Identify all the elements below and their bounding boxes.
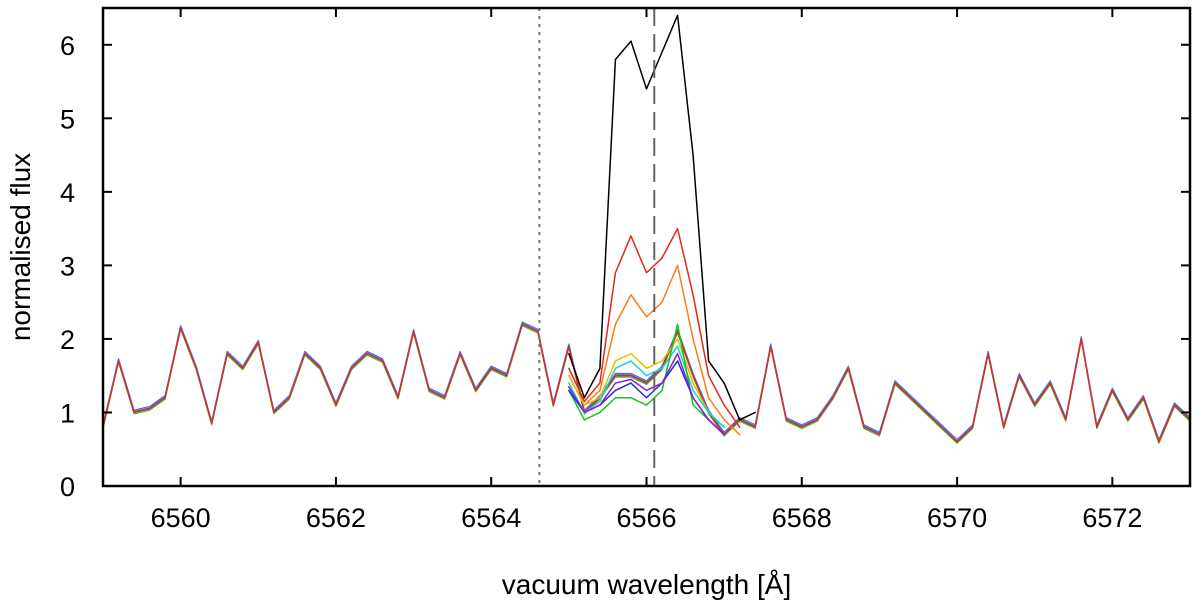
x-tick-label: 6572 bbox=[1082, 503, 1142, 533]
background-spectrum-line-5 bbox=[102, 323, 1191, 443]
y-axis-title: normalised flux bbox=[5, 153, 36, 341]
series-line-red bbox=[568, 227, 741, 428]
series-line-green bbox=[568, 323, 725, 436]
x-tick-label: 6562 bbox=[306, 503, 366, 533]
x-tick-label: 6568 bbox=[772, 503, 832, 533]
axis-ticks: 6560 6562 6564 6566 6568 6570 6572 0 1 2 3 4 5 6 bbox=[60, 8, 1190, 533]
y-tick-label: 2 bbox=[60, 325, 75, 355]
background-spectrum-line-3 bbox=[102, 325, 1191, 444]
y-tick-label: 4 bbox=[60, 178, 75, 208]
y-tick-label: 1 bbox=[60, 398, 75, 428]
series-line-black bbox=[568, 14, 756, 421]
series-line-cyan bbox=[568, 345, 725, 428]
y-tick-label: 0 bbox=[60, 472, 75, 502]
x-tick-label: 6564 bbox=[461, 503, 521, 533]
series-line-yellow bbox=[568, 338, 725, 428]
x-tick-label: 6566 bbox=[616, 503, 676, 533]
y-tick-label: 3 bbox=[60, 251, 75, 281]
series-line-purple bbox=[568, 352, 725, 436]
plot-frame bbox=[101, 6, 1192, 488]
x-tick-label: 6570 bbox=[927, 503, 987, 533]
plot-area bbox=[102, 8, 1191, 486]
x-tick-label: 6560 bbox=[151, 503, 211, 533]
y-tick-label: 5 bbox=[60, 104, 75, 134]
x-axis-title: vacuum wavelength [Å] bbox=[502, 569, 792, 600]
y-tick-label: 6 bbox=[60, 31, 75, 61]
